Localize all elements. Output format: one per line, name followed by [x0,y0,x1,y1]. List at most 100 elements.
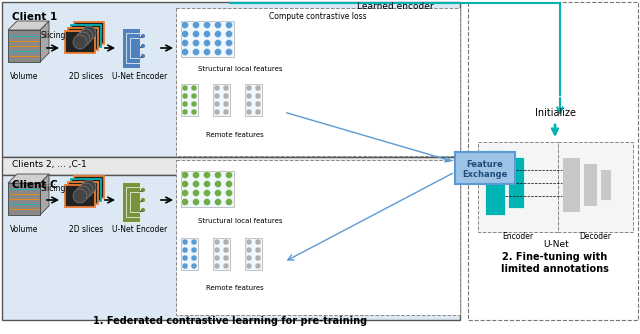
Bar [71,25,101,47]
Bar [478,142,558,232]
Circle shape [193,189,200,196]
Circle shape [214,48,221,55]
Text: U-Net Encoder: U-Net Encoder [113,225,168,234]
Circle shape [193,21,200,28]
Circle shape [182,21,189,28]
Circle shape [255,93,261,99]
Circle shape [182,85,188,91]
Circle shape [246,93,252,99]
Circle shape [255,101,261,107]
Circle shape [223,255,229,261]
Text: 2. Fine-tuning with
limited annotations: 2. Fine-tuning with limited annotations [501,252,609,274]
Circle shape [193,21,200,28]
Text: Compute contrastive loss: Compute contrastive loss [269,12,367,21]
Circle shape [182,39,189,46]
Circle shape [141,33,145,38]
Circle shape [255,93,261,99]
Circle shape [255,101,261,107]
Circle shape [182,239,188,245]
Circle shape [204,30,211,37]
Circle shape [214,239,220,245]
Circle shape [193,198,200,205]
Circle shape [214,255,220,261]
Circle shape [141,53,145,58]
Circle shape [191,255,197,261]
Circle shape [204,39,211,46]
Circle shape [182,255,188,261]
Circle shape [191,93,197,99]
Circle shape [214,39,221,46]
Circle shape [182,198,189,205]
Circle shape [182,85,188,91]
Circle shape [182,247,188,253]
Circle shape [214,171,221,178]
Circle shape [246,93,252,99]
Circle shape [214,198,221,205]
Text: Remote features: Remote features [206,132,264,138]
Circle shape [191,247,197,253]
Circle shape [191,109,197,115]
Bar [122,28,140,68]
Circle shape [182,171,189,178]
Circle shape [223,247,229,253]
Circle shape [214,85,220,91]
Circle shape [214,180,221,187]
Text: 2D slices: 2D slices [69,72,103,81]
Circle shape [214,239,220,245]
Circle shape [246,263,252,269]
Circle shape [246,85,252,91]
Circle shape [225,30,232,37]
Circle shape [193,30,200,37]
Circle shape [182,101,188,107]
Circle shape [225,48,232,55]
Circle shape [182,239,188,245]
Circle shape [255,239,261,245]
Circle shape [225,171,232,178]
Circle shape [191,255,197,261]
Circle shape [182,171,189,178]
Circle shape [246,101,252,107]
Circle shape [141,207,145,212]
Circle shape [223,101,229,107]
Circle shape [76,32,90,46]
Circle shape [223,101,229,107]
Circle shape [191,247,197,253]
Circle shape [214,198,221,205]
Circle shape [225,39,232,46]
Circle shape [204,189,211,196]
Text: Volume: Volume [10,225,38,234]
Bar [468,2,638,320]
Circle shape [182,30,189,37]
Circle shape [182,255,188,261]
Text: Feature
Exchange: Feature Exchange [462,160,508,179]
Circle shape [193,48,200,55]
Circle shape [182,189,189,196]
Bar [176,160,460,315]
Circle shape [255,255,261,261]
Circle shape [182,39,189,46]
Circle shape [182,189,189,196]
Circle shape [246,239,252,245]
Circle shape [225,198,232,205]
Circle shape [193,171,200,178]
Circle shape [214,109,220,115]
Circle shape [214,101,220,107]
Circle shape [225,21,232,28]
Circle shape [182,101,188,107]
Circle shape [191,85,197,91]
Bar [74,22,104,44]
Circle shape [204,21,211,28]
Circle shape [204,198,211,205]
Circle shape [204,48,211,55]
Circle shape [214,101,220,107]
Circle shape [182,48,189,55]
Circle shape [191,101,197,107]
Circle shape [204,39,211,46]
Text: Learned encoder: Learned encoder [356,2,433,11]
Circle shape [255,263,261,269]
Circle shape [191,109,197,115]
Circle shape [246,101,252,107]
Circle shape [204,198,211,205]
Circle shape [79,29,93,43]
Circle shape [246,109,252,115]
